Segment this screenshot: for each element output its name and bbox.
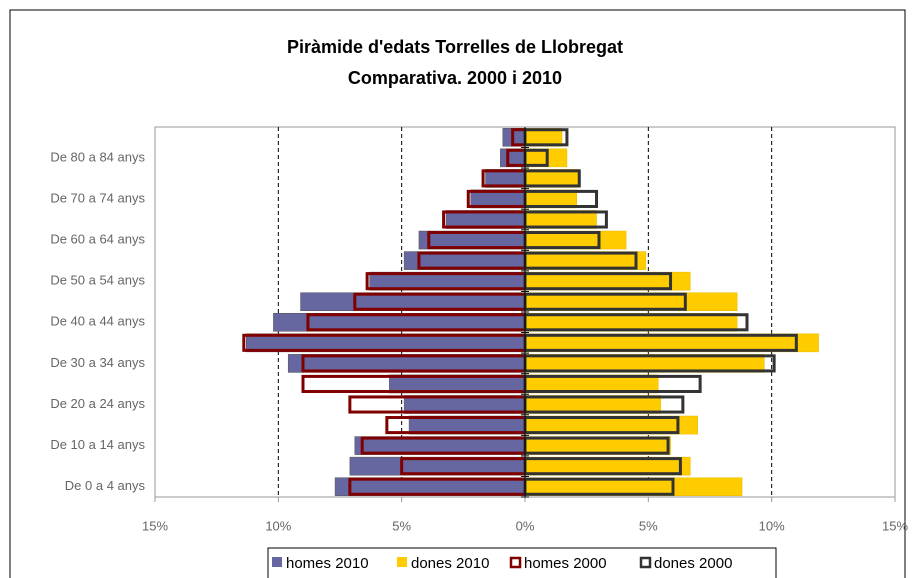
chart-title: Piràmide d'edats Torrelles de Llobregat xyxy=(287,37,623,57)
legend-swatch xyxy=(272,557,282,567)
x-tick-label: 5% xyxy=(639,518,658,533)
legend-label: homes 2010 xyxy=(286,555,369,572)
y-tick-label: De 70 a 74 anys xyxy=(50,190,145,205)
y-tick-label: De 50 a 54 anys xyxy=(50,273,145,288)
legend-box xyxy=(267,547,777,578)
y-tick-label: De 10 a 14 anys xyxy=(50,437,145,452)
y-tick-label: De 0 a 4 anys xyxy=(65,478,146,493)
legend-label: dones 2000 xyxy=(654,555,732,572)
legend-swatch xyxy=(397,557,407,567)
x-tick-label: 10% xyxy=(759,518,785,533)
y-tick-label: De 20 a 24 anys xyxy=(50,396,145,411)
legend-swatch xyxy=(639,556,652,569)
x-tick-label: 15% xyxy=(142,518,168,533)
y-tick-label: De 80 a 84 anys xyxy=(50,149,145,164)
legend-label: homes 2000 xyxy=(524,555,607,572)
y-tick-label: De 60 a 64 anys xyxy=(50,231,145,246)
y-tick-label: De 30 a 34 anys xyxy=(50,355,145,370)
x-tick-label: 0% xyxy=(516,518,535,533)
x-tick-label: 10% xyxy=(265,518,291,533)
x-tick-label: 5% xyxy=(392,518,411,533)
x-tick-label: 15% xyxy=(882,518,908,533)
legend-label: dones 2010 xyxy=(411,555,489,572)
chart-subtitle: Comparativa. 2000 i 2010 xyxy=(348,68,562,88)
y-tick-label: De 40 a 44 anys xyxy=(50,314,145,329)
legend-swatch xyxy=(509,556,522,569)
